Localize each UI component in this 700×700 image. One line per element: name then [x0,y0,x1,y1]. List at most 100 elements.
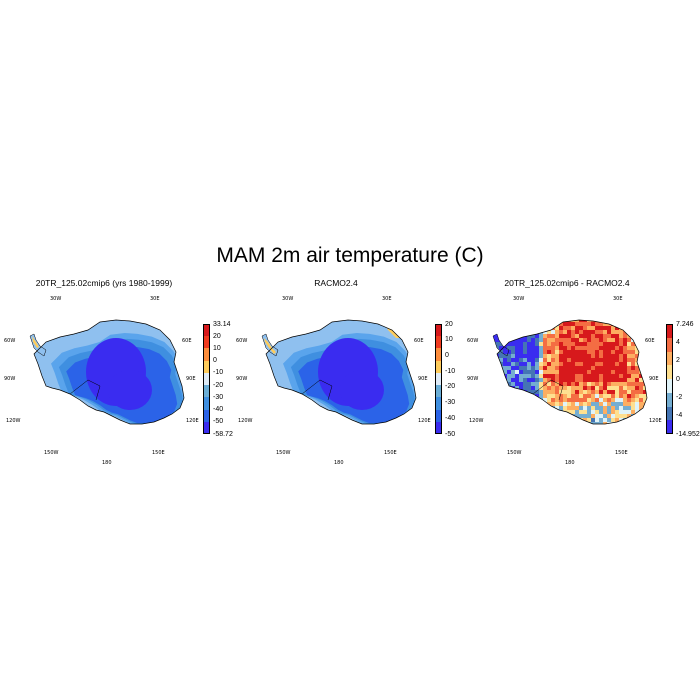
diff-cell [523,330,527,334]
diff-cell [551,354,555,358]
diff-cell [603,422,607,424]
diff-cell [567,362,571,366]
diff-cell [539,326,543,330]
diff-cell [493,358,495,362]
diff-cell [635,334,639,338]
diff-cell [495,338,499,342]
diff-cell [535,320,539,322]
diff-cell [495,320,499,322]
colorbar-box [435,397,442,410]
diff-cell [547,362,551,366]
diff-cell [567,330,571,334]
diff-cell [511,374,515,378]
diff-cell [635,426,639,430]
diff-cell [499,338,503,342]
diff-cell [493,390,495,394]
diff-cell [515,382,519,386]
diff-cell [519,326,523,330]
diff-cell [591,330,595,334]
diff-cell [631,410,635,414]
diff-cell [591,386,595,390]
diff-cell [631,394,635,398]
diff-cell [515,350,519,354]
diff-cell [543,320,547,322]
peninsula-coastline [261,333,279,357]
diff-cell [547,422,551,424]
diff-cell [567,422,571,424]
diff-cell [563,402,567,406]
diff-cell [627,350,631,354]
diff-cell [595,414,599,418]
diff-cell [559,406,563,410]
diff-cell [547,358,551,362]
diff-cell [631,378,635,382]
lon-label: 90E [649,376,659,382]
diff-cell [559,418,563,422]
diff-cell [607,362,611,366]
lon-label: 30W [513,296,525,302]
diff-cell [523,322,527,326]
diff-cell [575,326,579,330]
diff-cell [495,406,499,410]
diff-cell [493,422,495,424]
diff-cell [547,382,551,386]
colorbar-label: 10 [445,336,453,344]
diff-cell [639,390,643,394]
colorbar-label: 7.246 [676,320,694,328]
colorbar-box [203,360,210,373]
diff-cell [571,370,575,374]
diff-cell [571,374,575,378]
diff-cell [503,382,507,386]
diff-cell [631,422,635,424]
diff-cell [615,406,619,410]
diff-cell [543,390,547,394]
diff-cell [515,402,519,406]
diff-cell [603,382,607,386]
coastline [265,319,417,425]
diff-cell [495,358,499,362]
diff-cell [543,426,547,430]
diff-cell [495,374,499,378]
diff-cell [507,374,511,378]
diff-cell [559,402,563,406]
diff-cell [555,414,559,418]
diff-cell [551,374,555,378]
diff-cell [551,342,555,346]
diff-cell [559,358,563,362]
panel-racmo: RACMO2.4 20 10 0 -10 -20 -30 -40 -50 30W 30E 60W 6… [236,276,466,466]
diff-cell [603,358,607,362]
diff-cell [619,414,623,418]
diff-cell [587,330,591,334]
diff-cell [503,394,507,398]
diff-cell [511,410,515,414]
coastline [496,319,648,425]
diff-cell [543,382,547,386]
diff-cell [567,402,571,406]
diff-cell [503,350,507,354]
diff-cell [587,418,591,422]
diff-cell [507,418,511,422]
diff-cell [527,402,531,406]
diff-cell [607,374,611,378]
diff-cell [595,338,599,342]
diff-cell [551,386,555,390]
diff-cell [647,346,651,350]
diff-cell [563,414,567,418]
diff-cell [615,390,619,394]
diff-cell [583,370,587,374]
diff-cell [551,366,555,370]
diff-cell [595,358,599,362]
lon-label: 150E [615,450,628,456]
colorbar-box [435,348,442,361]
diff-cell [615,394,619,398]
diff-cell [519,414,523,418]
diff-cell [615,410,619,414]
diff-cell [571,378,575,382]
diff-cell [635,398,639,402]
diff-cell [559,320,563,322]
diff-cell [523,422,527,424]
diff-cell [587,414,591,418]
diff-cell [615,366,619,370]
diff-cell [623,394,627,398]
diff-cell [499,346,503,350]
